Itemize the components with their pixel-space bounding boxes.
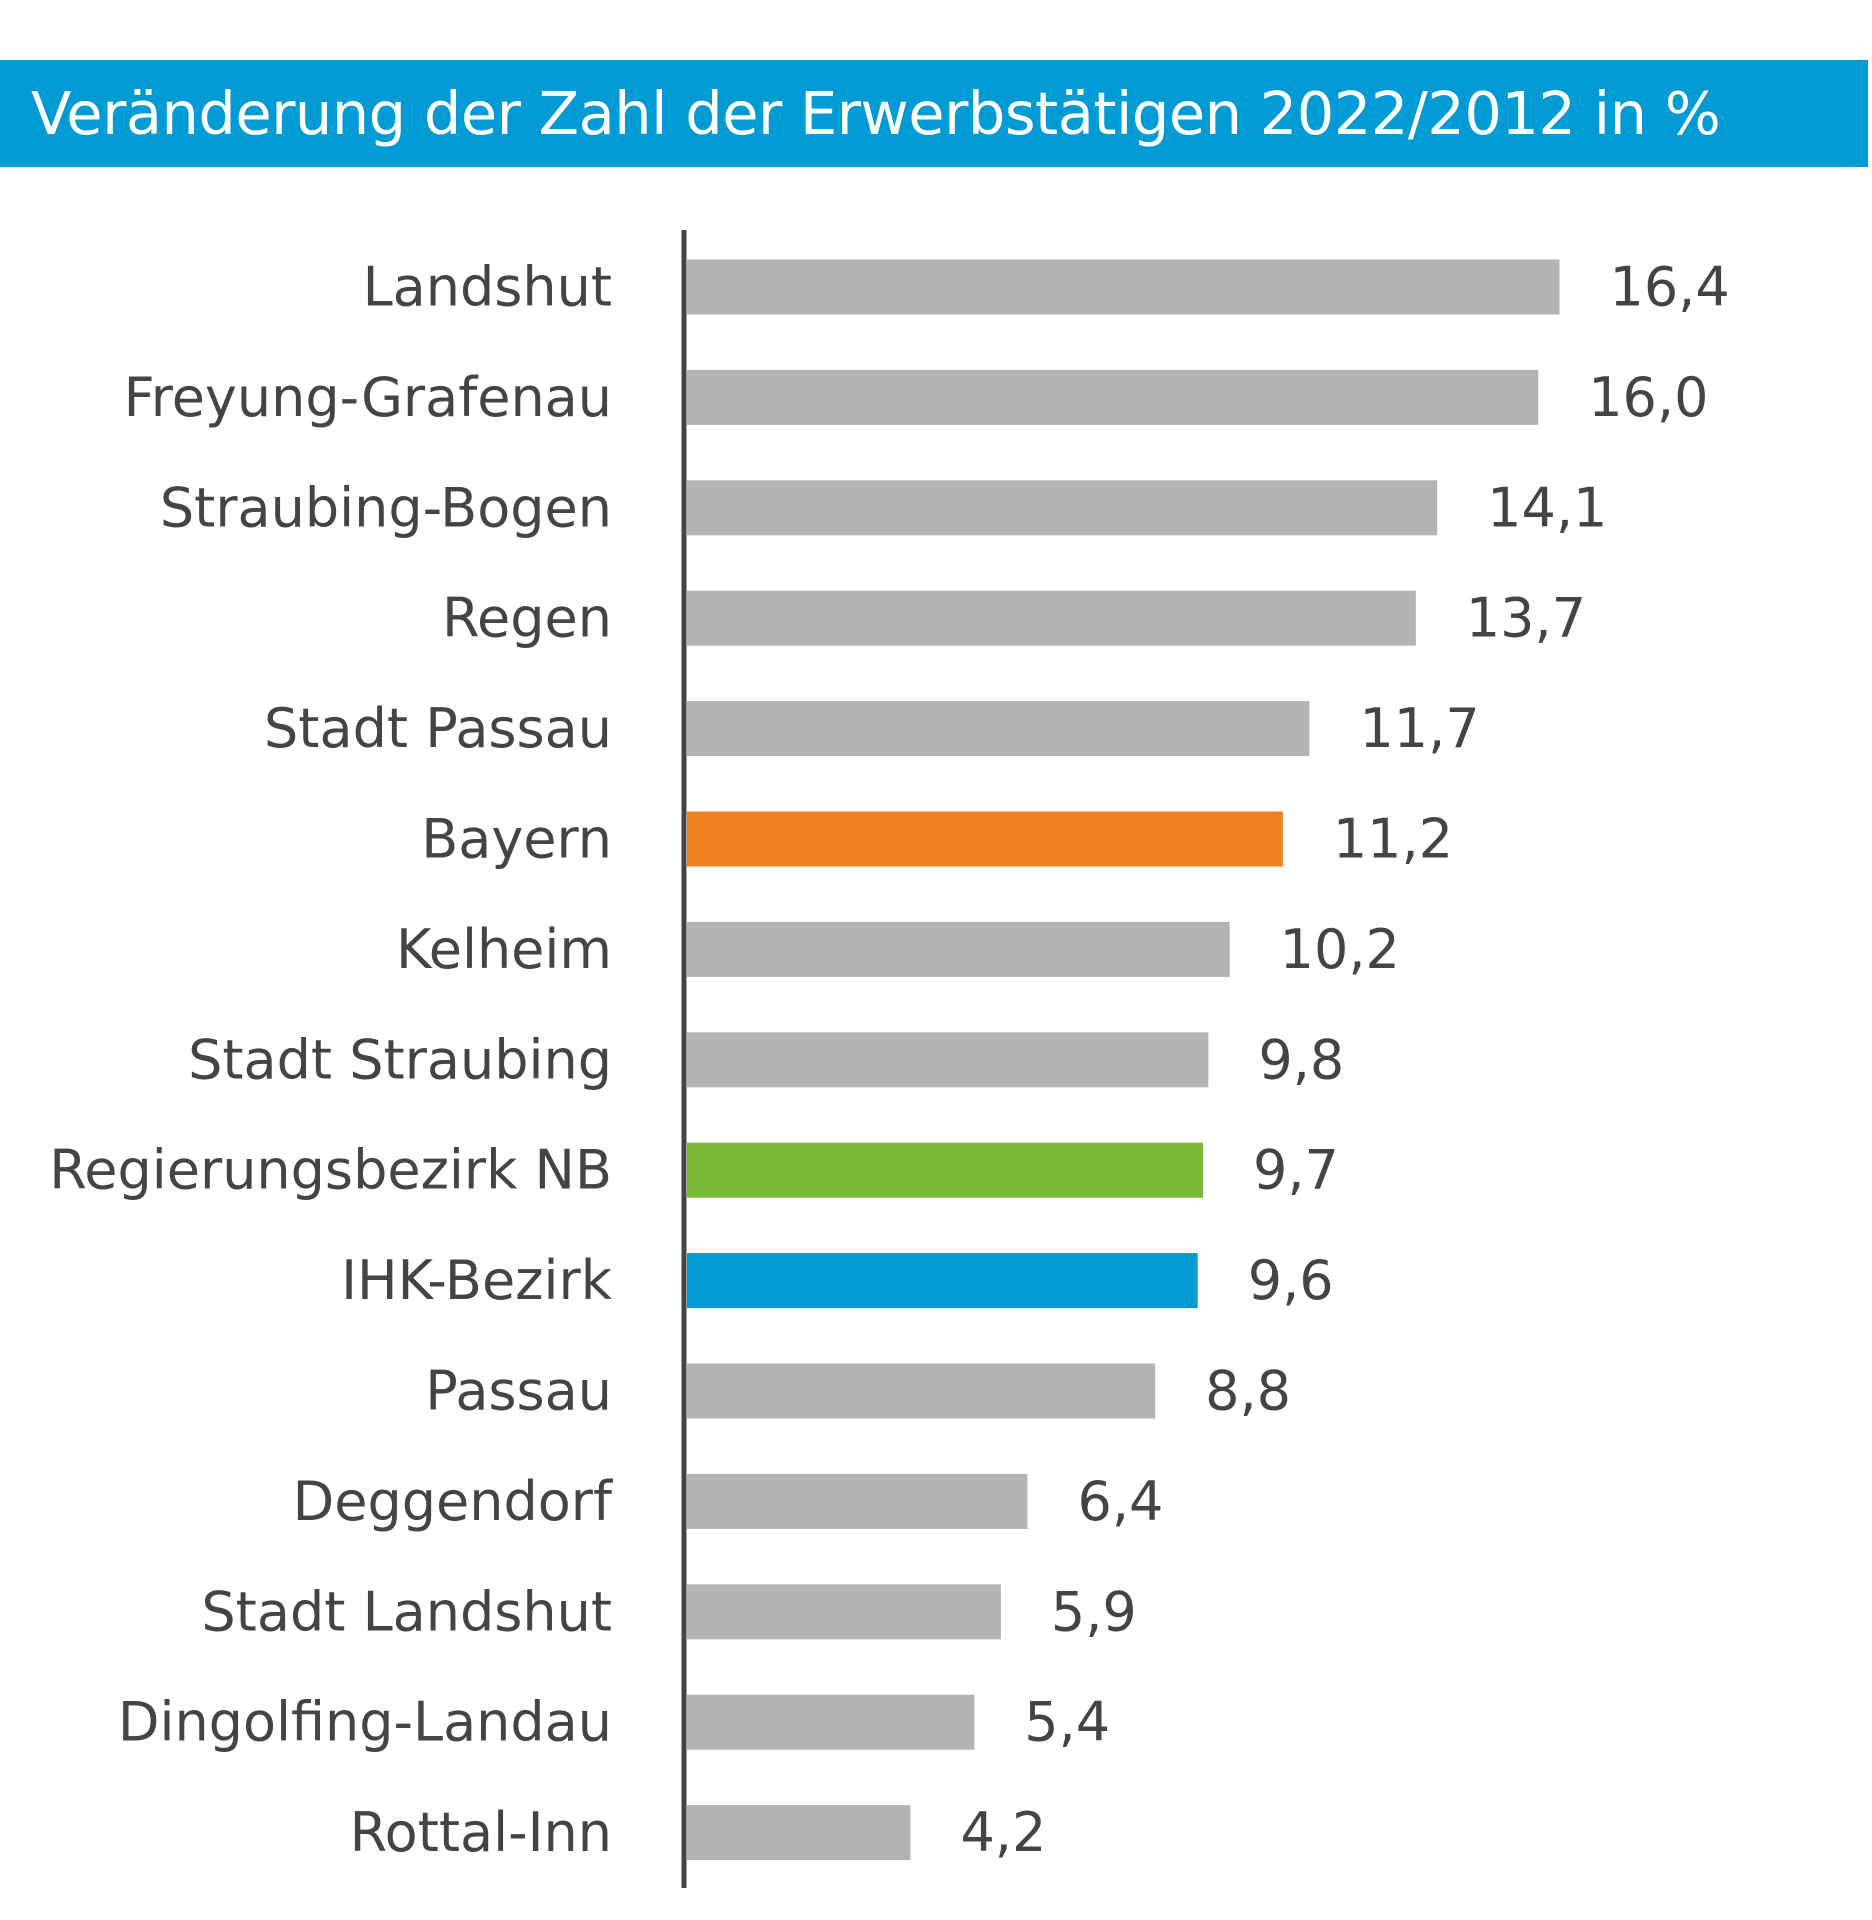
bar-regen	[687, 590, 1416, 646]
bar-freyung-grafenau	[687, 369, 1539, 425]
bar-stadt-passau	[687, 701, 1310, 757]
bar-stadt-landshut	[687, 1584, 1001, 1640]
category-label-kelheim: Kelheim	[396, 918, 612, 981]
value-label-landshut: 16,4	[1609, 256, 1729, 319]
value-label-deggendorf: 6,4	[1077, 1470, 1163, 1533]
category-label-dingolfing-landau: Dingolfing-Landau	[118, 1691, 612, 1754]
value-label-freyung-grafenau: 16,0	[1588, 366, 1708, 429]
bar-straubing-bogen	[687, 480, 1438, 536]
value-label-regen: 13,7	[1466, 587, 1586, 650]
category-label-stadt-passau: Stadt Passau	[264, 697, 612, 760]
value-label-stadt-straubing: 9,8	[1258, 1028, 1344, 1091]
bar-regierungsbezirk-nb	[687, 1142, 1204, 1198]
category-label-passau: Passau	[425, 1360, 612, 1423]
category-label-bayern: Bayern	[421, 808, 612, 871]
bar-rottal-inn	[687, 1805, 911, 1861]
category-label-deggendorf: Deggendorf	[293, 1470, 614, 1533]
value-label-rottal-inn: 4,2	[960, 1801, 1046, 1864]
bar-dingolfing-landau	[687, 1694, 975, 1750]
chart-title-bar: Veränderung der Zahl der Erwerbstätigen …	[0, 60, 1868, 167]
value-label-ihk-bezirk: 9,6	[1248, 1249, 1334, 1312]
bar-deggendorf	[687, 1473, 1028, 1529]
value-label-straubing-bogen: 14,1	[1487, 476, 1607, 539]
category-label-freyung-grafenau: Freyung-Grafenau	[124, 366, 612, 429]
category-label-rottal-inn: Rottal-Inn	[350, 1801, 612, 1864]
category-label-regierungsbezirk-nb: Regierungsbezirk NB	[49, 1139, 612, 1202]
category-label-landshut: Landshut	[363, 256, 612, 319]
value-label-passau: 8,8	[1205, 1360, 1291, 1423]
bar-landshut	[687, 259, 1560, 315]
value-label-stadt-landshut: 5,9	[1051, 1580, 1137, 1643]
category-label-ihk-bezirk: IHK-Bezirk	[341, 1249, 613, 1312]
value-label-stadt-passau: 11,7	[1359, 697, 1479, 760]
value-label-kelheim: 10,2	[1280, 918, 1400, 981]
bar-stadt-straubing	[687, 1032, 1209, 1088]
chart-title: Veränderung der Zahl der Erwerbstätigen …	[31, 79, 1721, 148]
value-label-bayern: 11,2	[1333, 808, 1453, 871]
bars-group	[687, 259, 1560, 1861]
category-labels-group: Landshut Freyung-Grafenau Straubing-Bogen R…	[49, 256, 614, 1865]
value-label-dingolfing-landau: 5,4	[1024, 1691, 1110, 1754]
bar-bayern	[687, 811, 1283, 867]
bar-ihk-bezirk	[687, 1253, 1198, 1309]
category-label-stadt-landshut: Stadt Landshut	[201, 1580, 612, 1643]
value-labels-group: 16,4 16,0 14,1 13,7 11,7 11,2 10,2 9,8 9,7 9,6 8,8…	[960, 256, 1729, 1865]
value-label-regierungsbezirk-nb: 9,7	[1253, 1139, 1339, 1202]
bar-kelheim	[687, 921, 1230, 977]
category-label-stadt-straubing: Stadt Straubing	[188, 1028, 612, 1091]
category-label-straubing-bogen: Straubing-Bogen	[160, 476, 612, 539]
bar-passau	[687, 1363, 1156, 1419]
category-label-regen: Regen	[442, 587, 612, 650]
